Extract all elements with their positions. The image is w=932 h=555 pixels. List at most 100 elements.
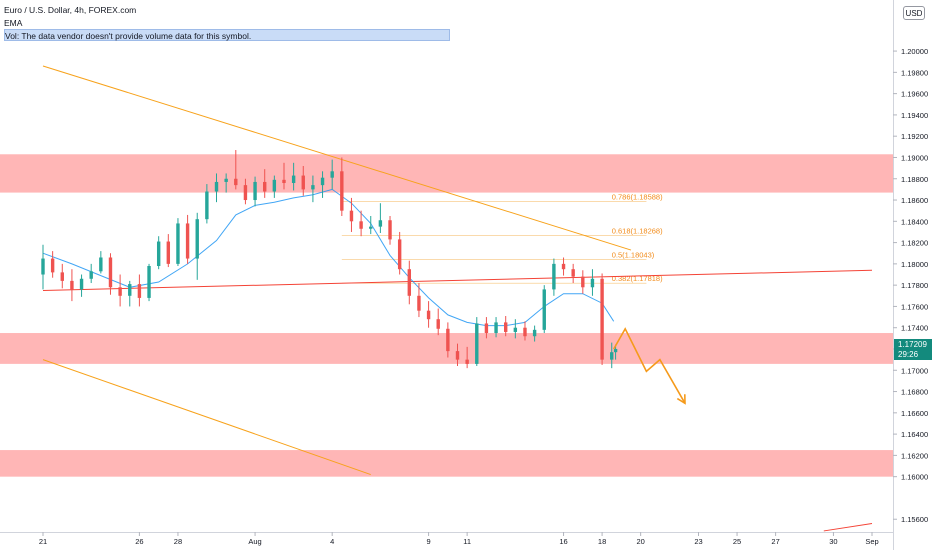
time-tick-label: 30 xyxy=(829,537,837,546)
ema-layer xyxy=(42,188,615,327)
candle-body xyxy=(185,223,190,259)
trend-line xyxy=(42,65,632,251)
candle xyxy=(272,175,277,198)
candle xyxy=(349,197,354,232)
candle xyxy=(330,159,334,190)
sr-line xyxy=(42,269,873,291)
candle-body xyxy=(613,348,618,353)
volume-notice: Vol: The data vendor doesn't provide vol… xyxy=(4,29,450,41)
currency-button[interactable]: USD xyxy=(903,6,925,20)
candle-body xyxy=(234,178,238,186)
candle-body xyxy=(253,181,257,201)
candle-body xyxy=(446,328,450,352)
candle-body xyxy=(108,257,113,288)
price-tick-label: 1.16800 xyxy=(901,388,928,397)
candle-body xyxy=(147,266,151,298)
time-tick-label: 21 xyxy=(39,537,47,546)
price-tick-label: 1.16400 xyxy=(901,430,928,439)
price-tick-label: 1.19600 xyxy=(901,90,928,99)
candle xyxy=(600,273,604,365)
candle-body xyxy=(552,263,556,290)
candle xyxy=(118,274,122,307)
candle xyxy=(137,274,142,307)
candle-body xyxy=(455,351,460,360)
candle xyxy=(176,218,180,266)
candle-body xyxy=(494,322,498,334)
candle xyxy=(581,270,585,294)
price-tick-label: 1.18800 xyxy=(901,175,928,184)
price-tick-label: 1.15600 xyxy=(901,515,928,524)
candle-body xyxy=(503,322,508,332)
candle xyxy=(195,212,199,280)
candle-body xyxy=(417,295,421,311)
candle-body xyxy=(349,210,354,222)
candle-body xyxy=(311,185,315,190)
price-tick-label: 1.17400 xyxy=(901,324,928,333)
sr-line xyxy=(823,522,873,532)
candle xyxy=(494,317,498,338)
candle xyxy=(484,317,489,339)
price-tick-label: 1.19200 xyxy=(901,132,928,141)
candle xyxy=(465,346,469,369)
candle xyxy=(79,274,84,297)
time-tick-label: 20 xyxy=(636,537,644,546)
bar-countdown: 29:26 xyxy=(898,350,919,359)
projection-path xyxy=(613,327,686,404)
candle-body xyxy=(426,310,431,320)
candle-body xyxy=(320,177,325,186)
candle xyxy=(369,215,373,235)
last-price-value: 1.17209 xyxy=(898,340,927,349)
candle-body xyxy=(397,239,402,270)
candle xyxy=(50,251,55,278)
price-tick-label: 1.20000 xyxy=(901,47,928,56)
fibonacci-layer: 0.786(1.18588) 0.618(1.18268) 0.5(1.18043)… xyxy=(341,192,663,284)
price-tick-label: 1.18200 xyxy=(901,239,928,248)
candle xyxy=(214,173,219,203)
candle-body xyxy=(41,258,45,275)
candle-body xyxy=(301,175,305,190)
ema-indicator-label[interactable]: EMA xyxy=(4,18,23,28)
candle-body xyxy=(224,178,228,182)
candle-body xyxy=(340,171,344,211)
candle xyxy=(340,157,344,216)
price-tick-label: 1.19000 xyxy=(901,153,928,162)
candle-body xyxy=(282,179,286,184)
candle xyxy=(590,269,595,296)
candle-body xyxy=(79,278,84,290)
time-tick-label: 25 xyxy=(733,537,741,546)
candle xyxy=(128,280,132,307)
candle xyxy=(446,322,450,358)
candle xyxy=(426,301,431,328)
price-tick-label: 1.18400 xyxy=(901,217,928,226)
projection-arrowhead xyxy=(676,394,686,405)
sr-zone xyxy=(0,154,893,193)
candle xyxy=(301,165,305,196)
time-tick-label: 11 xyxy=(463,537,471,546)
candle-body xyxy=(532,329,537,337)
candle-body xyxy=(610,352,614,360)
candle xyxy=(89,263,93,284)
time-tick-label: Aug xyxy=(248,537,261,546)
time-tick-label: 16 xyxy=(559,537,567,546)
candle-body xyxy=(137,284,142,298)
symbol-title[interactable]: Euro / U.S. Dollar, 4h, FOREX.com xyxy=(4,5,137,15)
candle xyxy=(41,244,45,290)
candle xyxy=(185,214,190,264)
candle-body xyxy=(166,241,171,264)
candle-body xyxy=(600,278,604,360)
candle xyxy=(263,169,267,198)
candle-body xyxy=(50,258,55,273)
price-tick-label: 1.17600 xyxy=(901,302,928,311)
candle-body xyxy=(291,175,296,184)
time-tick-label: 9 xyxy=(426,537,430,546)
candle-body xyxy=(156,241,161,266)
candle-body xyxy=(89,271,93,279)
candle-body xyxy=(523,327,527,337)
candle-body xyxy=(60,272,64,281)
candle xyxy=(224,173,228,193)
candle-body xyxy=(99,257,103,272)
candle xyxy=(417,283,421,318)
